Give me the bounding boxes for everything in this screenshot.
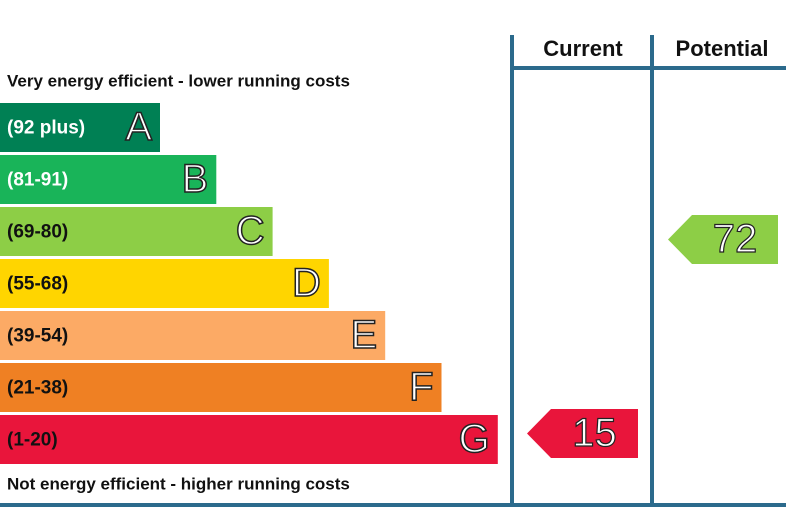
bottom-note: Not energy efficient - higher running co…: [7, 474, 350, 493]
band: [0, 415, 498, 464]
band-range: (1-20): [7, 430, 58, 451]
band: [0, 103, 160, 152]
band: [0, 363, 442, 412]
rating-value: 72: [713, 217, 758, 261]
band-letter: A: [125, 105, 152, 149]
band: [0, 311, 386, 360]
band: [0, 259, 329, 308]
band-letter: C: [236, 209, 265, 253]
band: [0, 155, 217, 204]
current-header: Current: [543, 36, 623, 61]
top-note: Very energy efficient - lower running co…: [7, 71, 350, 90]
rating-arrow: [668, 215, 778, 264]
band-range: (92 plus): [7, 118, 85, 139]
band: [0, 207, 273, 256]
rating-value: 15: [572, 411, 617, 455]
rating-arrow: [527, 409, 638, 458]
band-range: (69-80): [7, 222, 68, 243]
band-letter: E: [351, 313, 378, 357]
band-letter: F: [409, 365, 433, 409]
band-range: (81-91): [7, 170, 68, 191]
band-range: (55-68): [7, 274, 68, 295]
potential-header: Potential: [676, 36, 769, 61]
band-range: (21-38): [7, 378, 68, 399]
band-letter: G: [459, 417, 490, 461]
band-letter: D: [292, 261, 321, 305]
band-range: (39-54): [7, 326, 68, 347]
band-letter: B: [182, 157, 209, 201]
